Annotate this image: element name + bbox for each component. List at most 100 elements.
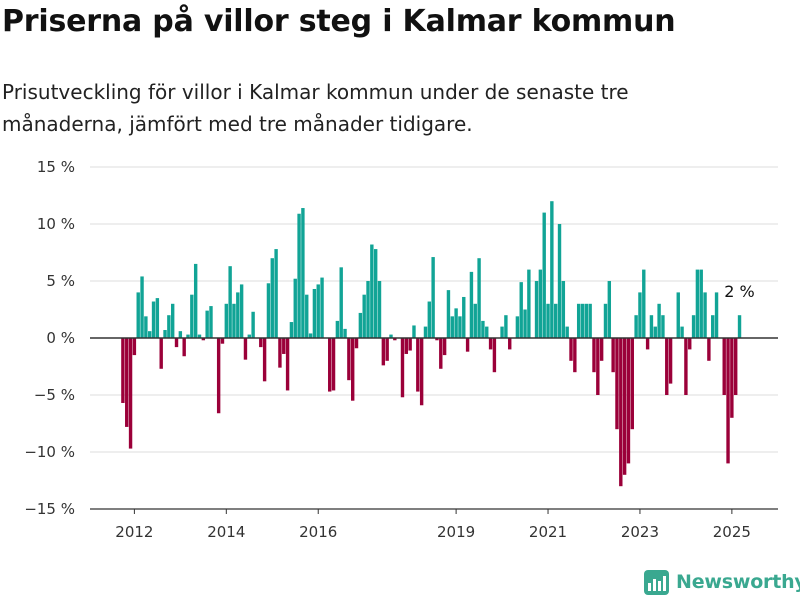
bar-negative: [404, 338, 409, 354]
bar-positive: [412, 325, 416, 338]
y-tick-label: −15 %: [24, 500, 75, 518]
bar-negative: [400, 338, 405, 398]
bar-positive: [167, 315, 171, 338]
bar-negative: [730, 338, 734, 418]
bar-positive: [362, 294, 366, 338]
bar-negative: [278, 338, 282, 368]
bar-negative: [684, 338, 688, 395]
bar-positive: [691, 315, 696, 338]
x-tick-label: 2023: [621, 523, 659, 541]
bar-positive: [320, 277, 324, 338]
bar-positive: [538, 269, 543, 338]
bar-positive: [504, 315, 508, 338]
bar-negative: [707, 338, 711, 361]
bar-negative: [408, 338, 412, 351]
newsworthy-chart-logo-icon: [644, 569, 669, 595]
bar-negative: [722, 338, 726, 395]
brand-logo: Newsworthy: [644, 568, 800, 596]
bar-negative: [492, 338, 497, 373]
bar-positive: [305, 294, 309, 338]
x-tick-label: 2019: [437, 523, 475, 541]
bar-positive: [236, 292, 240, 338]
bar-positive: [676, 292, 680, 338]
bar-positive: [680, 326, 684, 338]
bar-positive: [546, 303, 550, 338]
bar-negative: [615, 338, 619, 430]
bar-positive: [550, 201, 554, 338]
bar-positive: [431, 257, 435, 338]
bar-negative: [596, 338, 600, 395]
bar-negative: [159, 338, 163, 369]
bar-positive: [178, 331, 183, 338]
bar-positive: [661, 315, 665, 338]
bar-negative: [331, 338, 336, 391]
bar-negative: [508, 338, 512, 350]
bar-negative: [201, 338, 206, 341]
bar-negative: [220, 338, 225, 344]
bar-positive: [312, 288, 317, 338]
bar-negative: [351, 338, 355, 401]
bar-positive: [649, 315, 654, 338]
bar-positive: [343, 328, 347, 338]
bar-negative: [125, 338, 129, 427]
bar-positive: [500, 326, 504, 338]
bar-negative: [393, 338, 397, 341]
bar-positive: [642, 269, 646, 338]
bar-positive: [251, 311, 255, 338]
bar-negative: [611, 338, 615, 373]
bar-negative: [182, 338, 186, 357]
bar-negative: [465, 338, 470, 352]
bar-positive: [193, 263, 198, 338]
bar-positive: [377, 281, 382, 338]
bar-positive: [473, 303, 477, 338]
gridlines: [90, 166, 778, 453]
bar-negative: [128, 338, 133, 449]
bar-positive: [653, 326, 657, 338]
bar-positive: [477, 258, 481, 338]
bar-positive: [209, 306, 213, 338]
bar-positive: [542, 212, 546, 338]
bar-negative: [174, 338, 179, 348]
bar-negative: [243, 338, 248, 360]
bar-positive: [534, 281, 539, 338]
bar-negative: [442, 338, 447, 356]
bar-positive: [714, 292, 719, 338]
bar-positive: [446, 290, 451, 338]
bar-positive: [561, 281, 566, 338]
y-tick-label: −10 %: [24, 443, 75, 461]
bar-positive: [454, 308, 458, 338]
bar-positive: [423, 326, 428, 338]
bar-negative: [285, 338, 290, 391]
bar-negative: [734, 338, 738, 395]
bar-positive: [239, 284, 244, 338]
bar-positive: [289, 322, 294, 338]
bar-positive: [358, 312, 363, 338]
bar-positive: [565, 326, 569, 338]
bar-positive: [136, 292, 140, 338]
y-tick-label: 5 %: [46, 272, 75, 290]
bar-positive: [481, 320, 485, 338]
bar-negative: [573, 338, 577, 373]
bar-positive: [657, 303, 661, 338]
bars: [121, 201, 742, 487]
bar-positive: [557, 224, 562, 338]
bar-positive: [523, 309, 527, 338]
bar-negative: [599, 338, 604, 361]
bar-positive: [553, 303, 558, 338]
brand-name: Newsworthy: [676, 571, 800, 593]
bar-positive: [737, 315, 742, 338]
bar-positive: [155, 298, 160, 338]
bar-positive: [469, 271, 474, 338]
bar-positive: [695, 269, 700, 338]
bar-negative: [328, 338, 332, 392]
bar-negative: [381, 338, 386, 366]
bar-positive: [197, 334, 202, 338]
bar-negative: [688, 338, 692, 350]
bar-negative: [419, 338, 424, 406]
bar-positive: [232, 303, 236, 338]
bar-positive: [427, 301, 431, 338]
bar-positive: [270, 258, 274, 338]
bar-negative: [262, 338, 267, 382]
bar-positive: [519, 282, 523, 338]
